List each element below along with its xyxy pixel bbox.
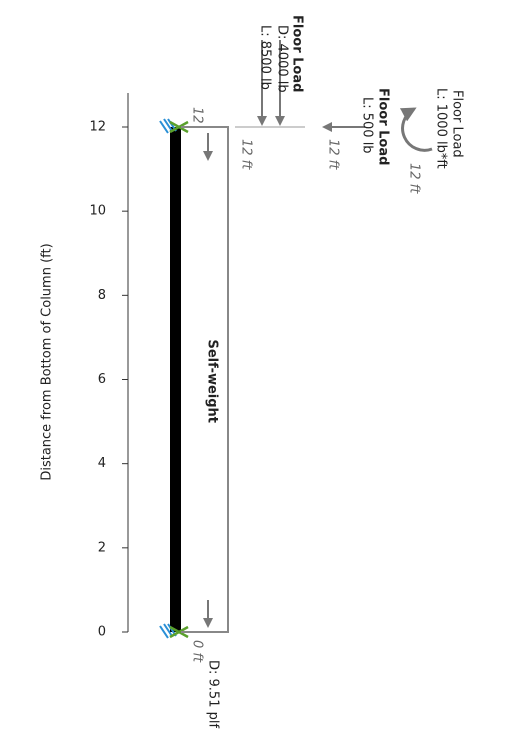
support xyxy=(169,625,189,639)
support xyxy=(169,120,189,134)
moment-arrow xyxy=(399,107,433,152)
y-tick-label: 2 xyxy=(98,540,106,555)
load-name: Self-weight xyxy=(205,340,220,424)
position-label: 12 xyxy=(190,107,205,124)
load-name: Floor Load xyxy=(450,90,465,158)
y-tick-label: 4 xyxy=(98,456,106,471)
position-label: 12 ft xyxy=(326,139,341,170)
axis-label: Distance from Bottom of Column (ft) xyxy=(40,243,55,480)
load-name: Floor Load xyxy=(376,88,391,165)
load-value: L: 500 lb xyxy=(360,97,375,154)
load-value: L: 8500 lb xyxy=(258,25,273,90)
column xyxy=(170,127,181,632)
position-label: 12 ft xyxy=(407,163,422,194)
load-name: Floor Load xyxy=(290,15,305,92)
y-tick-label: 6 xyxy=(98,372,106,387)
load-value: D: 9.51 plf xyxy=(206,660,221,728)
load-value: L: 1000 lb*ft xyxy=(434,88,449,169)
y-tick-label: 0 xyxy=(98,625,106,640)
y-tick-label: 10 xyxy=(89,204,106,219)
position-label: 12 ft xyxy=(239,139,254,170)
distributed-load xyxy=(181,126,229,633)
position-label: 0 ft xyxy=(190,640,205,663)
y-tick-label: 12 xyxy=(89,120,106,135)
load-value: D: 4000 lb xyxy=(275,25,290,93)
y-tick-label: 8 xyxy=(98,288,106,303)
